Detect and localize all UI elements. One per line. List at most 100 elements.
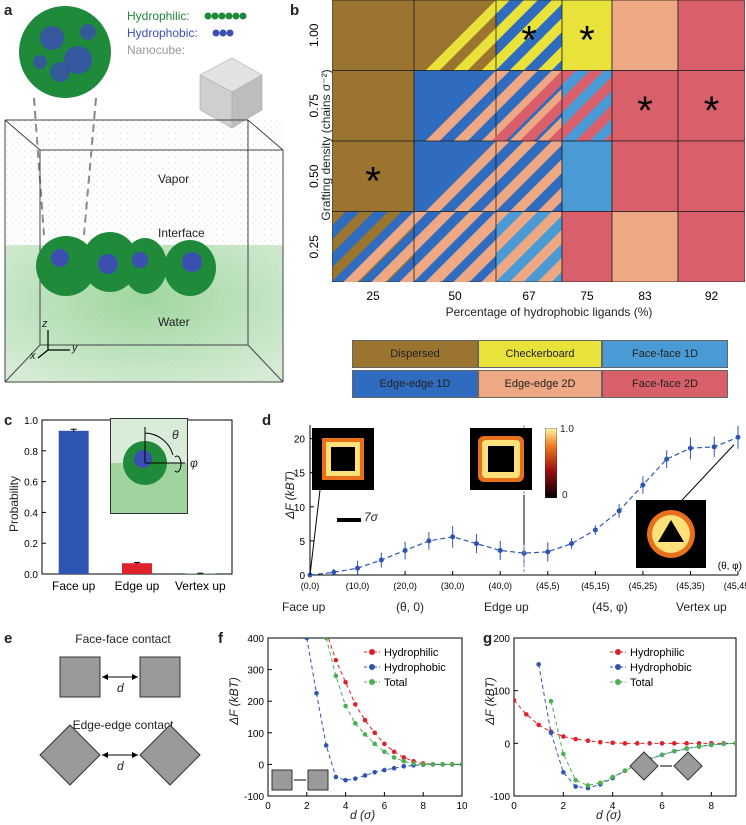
heatmap-cell xyxy=(611,140,679,212)
chart-point xyxy=(362,773,368,778)
interface-particles xyxy=(36,232,216,296)
colorbar-min: 0 xyxy=(562,490,568,501)
chart-point xyxy=(343,777,348,783)
heatmap-x-tick: 83 xyxy=(638,289,652,303)
legend-label: Total xyxy=(384,677,407,689)
phase-star-marker: * xyxy=(637,89,653,133)
heatmap-cell xyxy=(332,0,415,71)
axes-triad xyxy=(37,330,70,359)
heatmap-cell xyxy=(332,211,414,282)
chart-ytick: 0 xyxy=(258,760,264,771)
chart-point xyxy=(362,732,368,737)
edge-d-label: d xyxy=(117,759,124,773)
inset-theta-label: θ xyxy=(172,428,179,442)
chart-d-ytick: 0 xyxy=(299,571,305,582)
chart-point xyxy=(684,746,689,751)
heatmap-cell xyxy=(413,70,497,142)
chart-c-ytick: 0.0 xyxy=(24,570,38,581)
face-up-label: Face up xyxy=(282,600,326,614)
chart-point xyxy=(382,741,387,747)
chart-d-xtick: (45,15) xyxy=(581,581,610,591)
orientation-inset xyxy=(110,418,188,514)
heatmap-cell-stripe xyxy=(547,70,632,141)
heatmap-cell-stripe xyxy=(399,211,484,282)
chart-point xyxy=(561,751,566,757)
chart-point xyxy=(709,742,714,748)
chart-point xyxy=(721,741,726,747)
legend-edge-edge-2d: Edge-edge 2D xyxy=(478,370,602,398)
chart-g-ylabel: ΔF (kBT) xyxy=(483,677,497,725)
heatmap-y-tick: 0.50 xyxy=(307,164,321,188)
chart-series-group xyxy=(304,630,462,783)
heatmap-cell-stripe xyxy=(425,0,510,71)
chart-c-ytick: 1.0 xyxy=(24,416,38,427)
chart-point xyxy=(459,762,462,767)
edge-diamond-icon xyxy=(629,751,659,781)
chart-xtick: 0 xyxy=(265,801,271,812)
chart-d-ylabel: ΔF (kBT) xyxy=(283,471,297,519)
chart-point xyxy=(420,762,426,767)
bar-category-label: Vertex up xyxy=(175,579,226,593)
legend-label: Hydrophilic xyxy=(384,647,439,659)
chart-xtick: 0 xyxy=(511,801,517,812)
chart-d-xtick: (45,25) xyxy=(629,581,658,591)
chart-point xyxy=(573,777,578,783)
heatmap-cell xyxy=(677,211,745,282)
chart-xtick: 8 xyxy=(709,801,715,812)
chart-ytick: 100 xyxy=(247,729,264,740)
chart-point xyxy=(573,784,578,789)
chart-point xyxy=(622,741,628,746)
chart-point xyxy=(440,762,445,767)
phase-star-marker: * xyxy=(579,18,595,62)
chart-d-point xyxy=(378,557,384,563)
chart-d-point xyxy=(735,434,741,440)
axis-x-label: x xyxy=(30,350,36,362)
edge-edge-title: Edge-edge contact xyxy=(72,718,174,732)
chart-point xyxy=(573,736,578,742)
chart-point xyxy=(401,755,407,760)
legend-label: Hydrophobic xyxy=(630,662,692,674)
contact-diagram xyxy=(39,656,201,786)
hydrophilic-label: Hydrophilic: xyxy=(127,9,190,23)
heatmap-cell-stripe xyxy=(491,70,576,141)
chart-point xyxy=(635,741,640,746)
heatmap-x-tick: 75 xyxy=(580,289,594,303)
chart-xtick: 8 xyxy=(420,801,426,812)
chart-ytick: 200 xyxy=(493,634,510,645)
chart-xtick: 2 xyxy=(561,801,567,812)
chart-point xyxy=(430,762,436,767)
chart-xtick: 6 xyxy=(382,801,388,812)
chart-point xyxy=(548,730,554,736)
chart-point xyxy=(696,741,702,746)
inset-phi-label: φ xyxy=(190,456,198,470)
chart-point xyxy=(362,717,368,723)
chart-point xyxy=(401,758,407,764)
heatmap-cell xyxy=(414,211,496,282)
heatmap-x-tick: 25 xyxy=(366,289,380,303)
chart-d-point xyxy=(687,445,693,451)
chart-d-point xyxy=(664,456,670,462)
chart-point xyxy=(622,768,628,774)
chart-point xyxy=(324,630,329,634)
chart-d-xtick: (45,45) xyxy=(724,581,746,591)
phase-star-marker: * xyxy=(704,89,720,133)
panel-c-label: c xyxy=(4,412,13,429)
heatmap-cell xyxy=(561,140,613,212)
chart-ytick: -100 xyxy=(490,792,510,803)
heatmap-cell-stripe xyxy=(332,211,346,226)
heatmap-cell xyxy=(677,140,745,212)
chart-point xyxy=(314,691,319,696)
chart-point xyxy=(323,743,329,748)
edge-up-label: Edge up xyxy=(484,600,529,614)
phase-star-marker: * xyxy=(521,18,537,62)
heatmap-cell xyxy=(611,211,679,282)
vapor-label: Vapor xyxy=(158,172,190,186)
legend-label: Hydrophobic xyxy=(384,662,446,674)
chart-point xyxy=(391,765,397,771)
chart-point xyxy=(372,741,377,747)
chart-point xyxy=(659,741,665,746)
chart-point xyxy=(585,738,591,743)
bar xyxy=(58,430,89,574)
nanocube-icon xyxy=(199,57,263,129)
